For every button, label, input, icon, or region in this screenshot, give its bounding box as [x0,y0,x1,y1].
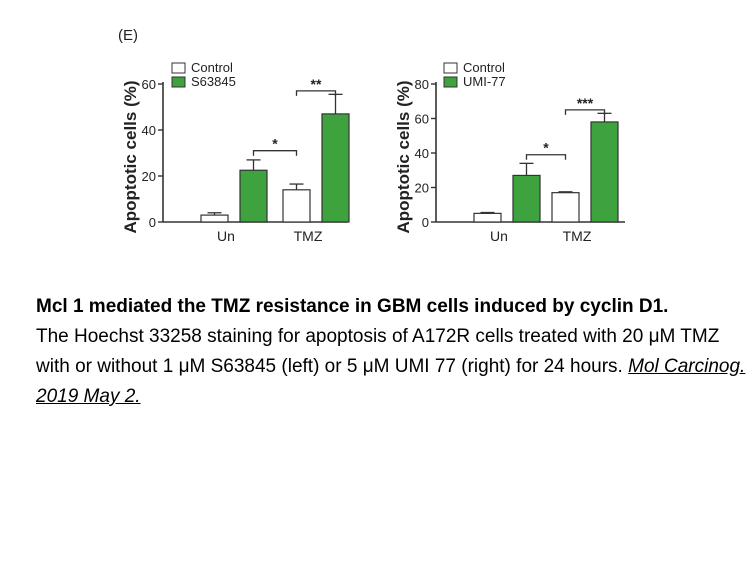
caption-title: Mcl 1 mediated the TMZ resistance in GBM… [36,296,669,317]
legend-label: UMI-77 [463,74,506,89]
y-tick-label: 60 [415,112,429,127]
legend-label: S63845 [191,74,236,89]
significance-bracket [295,90,337,96]
bar-control [551,192,580,223]
x-tick-label: TMZ [294,228,323,244]
y-tick-label: 80 [415,77,429,92]
y-tick-label: 20 [142,169,156,184]
x-tick-label: Un [217,228,235,244]
y-tick-label: 0 [149,215,156,230]
bar-treated [321,113,350,223]
significance-label: *** [577,95,594,111]
caption: Mcl 1 mediated the TMZ resistance in GBM… [36,292,748,412]
x-tick-label: Un [490,228,508,244]
y-axis-title: Apoptotic cells (%) [121,80,140,233]
legend-label: Control [191,60,233,75]
bar-control [200,214,229,223]
bar-treated [239,169,268,223]
y-tick-label: 40 [415,146,429,161]
significance-bracket [252,150,298,156]
significance-label: * [543,140,549,156]
significance-bracket [564,109,606,115]
y-axis-title: Apoptotic cells (%) [394,80,413,233]
bar-treated [512,174,541,223]
significance-label: * [272,136,278,152]
significance-bracket [525,154,567,160]
legend-swatch-control [443,62,458,74]
legend-swatch-control [171,62,186,74]
caption-text: The Hoechst 33258 staining for apoptosis… [36,326,720,377]
y-tick-label: 60 [142,77,156,92]
y-tick-label: 0 [422,215,429,230]
legend-label: Control [463,60,505,75]
caption-body: The Hoechst 33258 staining for apoptosis… [36,322,748,412]
x-tick-label: TMZ [563,228,592,244]
legend-swatch-treated [443,76,458,88]
bar-control [282,189,311,223]
citation-link[interactable]: Mol Carcinog. 2019 May 2. [36,356,746,407]
significance-label: ** [311,76,322,92]
y-tick-label: 40 [142,123,156,138]
bar-treated [590,121,619,223]
panel-label: (E) [118,27,138,44]
legend-swatch-treated [171,76,186,88]
y-tick-label: 20 [415,181,429,196]
bar-control [473,212,502,223]
